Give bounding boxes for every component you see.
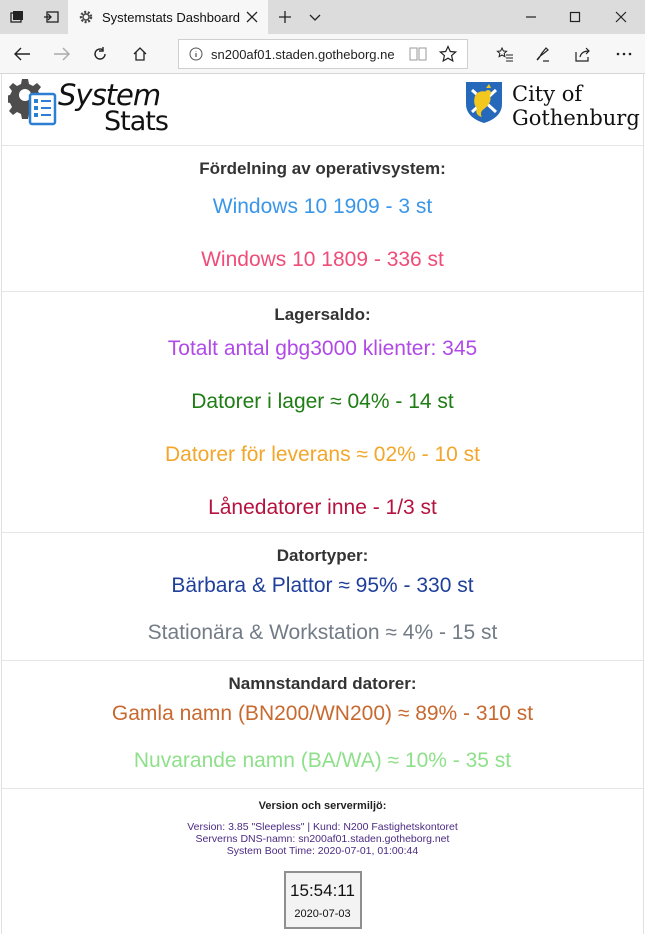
close-icon[interactable] (244, 9, 260, 25)
logo-text-stats: Stats (104, 106, 169, 137)
stat-for-delivery: Datorer för leverans ≈ 02% - 10 st (165, 443, 480, 466)
pen-icon[interactable] (523, 34, 563, 74)
stat-new-names: Nuvarande namn (BA/WA) ≈ 10% - 35 st (133, 749, 512, 772)
gear-clipboard-icon (8, 79, 57, 126)
page-content: System Stats City of Gothenburg Fördelni… (1, 74, 644, 934)
city-line-1: City of (512, 82, 583, 106)
reading-view-icon[interactable] (409, 46, 427, 62)
stat-os-1809: Windows 10 1809 - 336 st (201, 248, 444, 271)
tab-actions-icon[interactable] (0, 0, 34, 34)
section-title-stock: Lagersaldo: (274, 305, 371, 324)
back-arrow-icon[interactable] (2, 34, 42, 74)
os-distribution-section: Fördelning av operativsystem: Windows 10… (2, 146, 643, 292)
favorite-star-icon[interactable] (428, 34, 468, 74)
set-tabs-aside-icon[interactable] (34, 0, 68, 34)
clock-box: 15:54:11 2020-07-03 (283, 871, 362, 929)
footer-version: Version: 3.85 "Sleepless" | Kund: N200 F… (187, 821, 458, 833)
new-tab-icon[interactable] (268, 0, 302, 34)
systemstats-logo: System Stats (8, 78, 178, 138)
page-header: System Stats City of Gothenburg (2, 74, 643, 146)
stat-laptops: Bärbara & Plattor ≈ 95% - 330 st (171, 574, 474, 597)
gear-icon (79, 10, 93, 24)
version-footer: Version och servermiljö: Version: 3.85 "… (2, 800, 643, 929)
address-bar[interactable]: sn200af01.staden.gotheborg.ne (178, 39, 468, 69)
tab-systemstats[interactable]: Systemstats Dashboard (68, 0, 268, 34)
stat-os-1909: Windows 10 1909 - 3 st (212, 195, 433, 218)
computer-types-section: Datortyper: Bärbara & Plattor ≈ 95% - 33… (2, 533, 643, 661)
url-text[interactable]: sn200af01.staden.gotheborg.ne (211, 46, 395, 62)
home-icon[interactable] (120, 34, 160, 74)
section-title-naming: Namnstandard datorer: (228, 674, 417, 693)
maximize-icon[interactable] (552, 0, 598, 34)
section-title-os: Fördelning av operativsystem: (199, 159, 446, 178)
browser-tab-bar: Systemstats Dashboard (0, 0, 645, 34)
footer-title: Version och servermiljö: (258, 800, 387, 812)
clock-date: 2020-07-03 (294, 908, 351, 920)
stat-loan-computers: Lånedatorer inne - 1/3 st (208, 496, 437, 519)
logo-text-system: System (58, 78, 161, 112)
forward-arrow-icon[interactable] (42, 34, 82, 74)
stat-total-clients: Totalt antal gbg3000 klienter: 345 (167, 337, 478, 360)
share-icon[interactable] (563, 34, 603, 74)
chevron-down-icon[interactable] (298, 0, 332, 34)
stat-old-names: Gamla namn (BN200/WN200) ≈ 89% - 310 st (111, 702, 534, 725)
clock-time: 15:54:11 (290, 881, 355, 900)
stock-section: Lagersaldo: Totalt antal gbg3000 kliente… (2, 292, 643, 533)
minimize-icon[interactable] (508, 0, 554, 34)
footer-dns-name: Serverns DNS-namn: sn200af01.staden.goth… (195, 833, 450, 845)
city-line-2: Gothenburg (512, 106, 640, 130)
favorites-hub-icon[interactable] (485, 34, 525, 74)
city-name: City of Gothenburg (512, 82, 640, 130)
refresh-icon[interactable] (80, 34, 120, 74)
gothenburg-coat-of-arms-icon (466, 82, 502, 123)
browser-nav-bar: sn200af01.staden.gotheborg.ne (0, 34, 645, 74)
info-icon[interactable] (189, 47, 203, 61)
stat-stationary: Stationära & Workstation ≈ 4% - 15 st (147, 621, 498, 644)
naming-standard-section: Namnstandard datorer: Gamla namn (BN200/… (2, 661, 643, 789)
section-title-types: Datortyper: (276, 546, 369, 565)
more-options-icon[interactable] (604, 34, 644, 74)
window-close-icon[interactable] (598, 0, 644, 34)
tab-title: Systemstats Dashboard (102, 9, 241, 25)
city-of-gothenburg-logo: City of Gothenburg (464, 80, 640, 134)
stat-in-stock: Datorer i lager ≈ 04% - 14 st (191, 390, 454, 413)
footer-boot-time: System Boot Time: 2020-07-01, 01:00:44 (226, 845, 419, 857)
